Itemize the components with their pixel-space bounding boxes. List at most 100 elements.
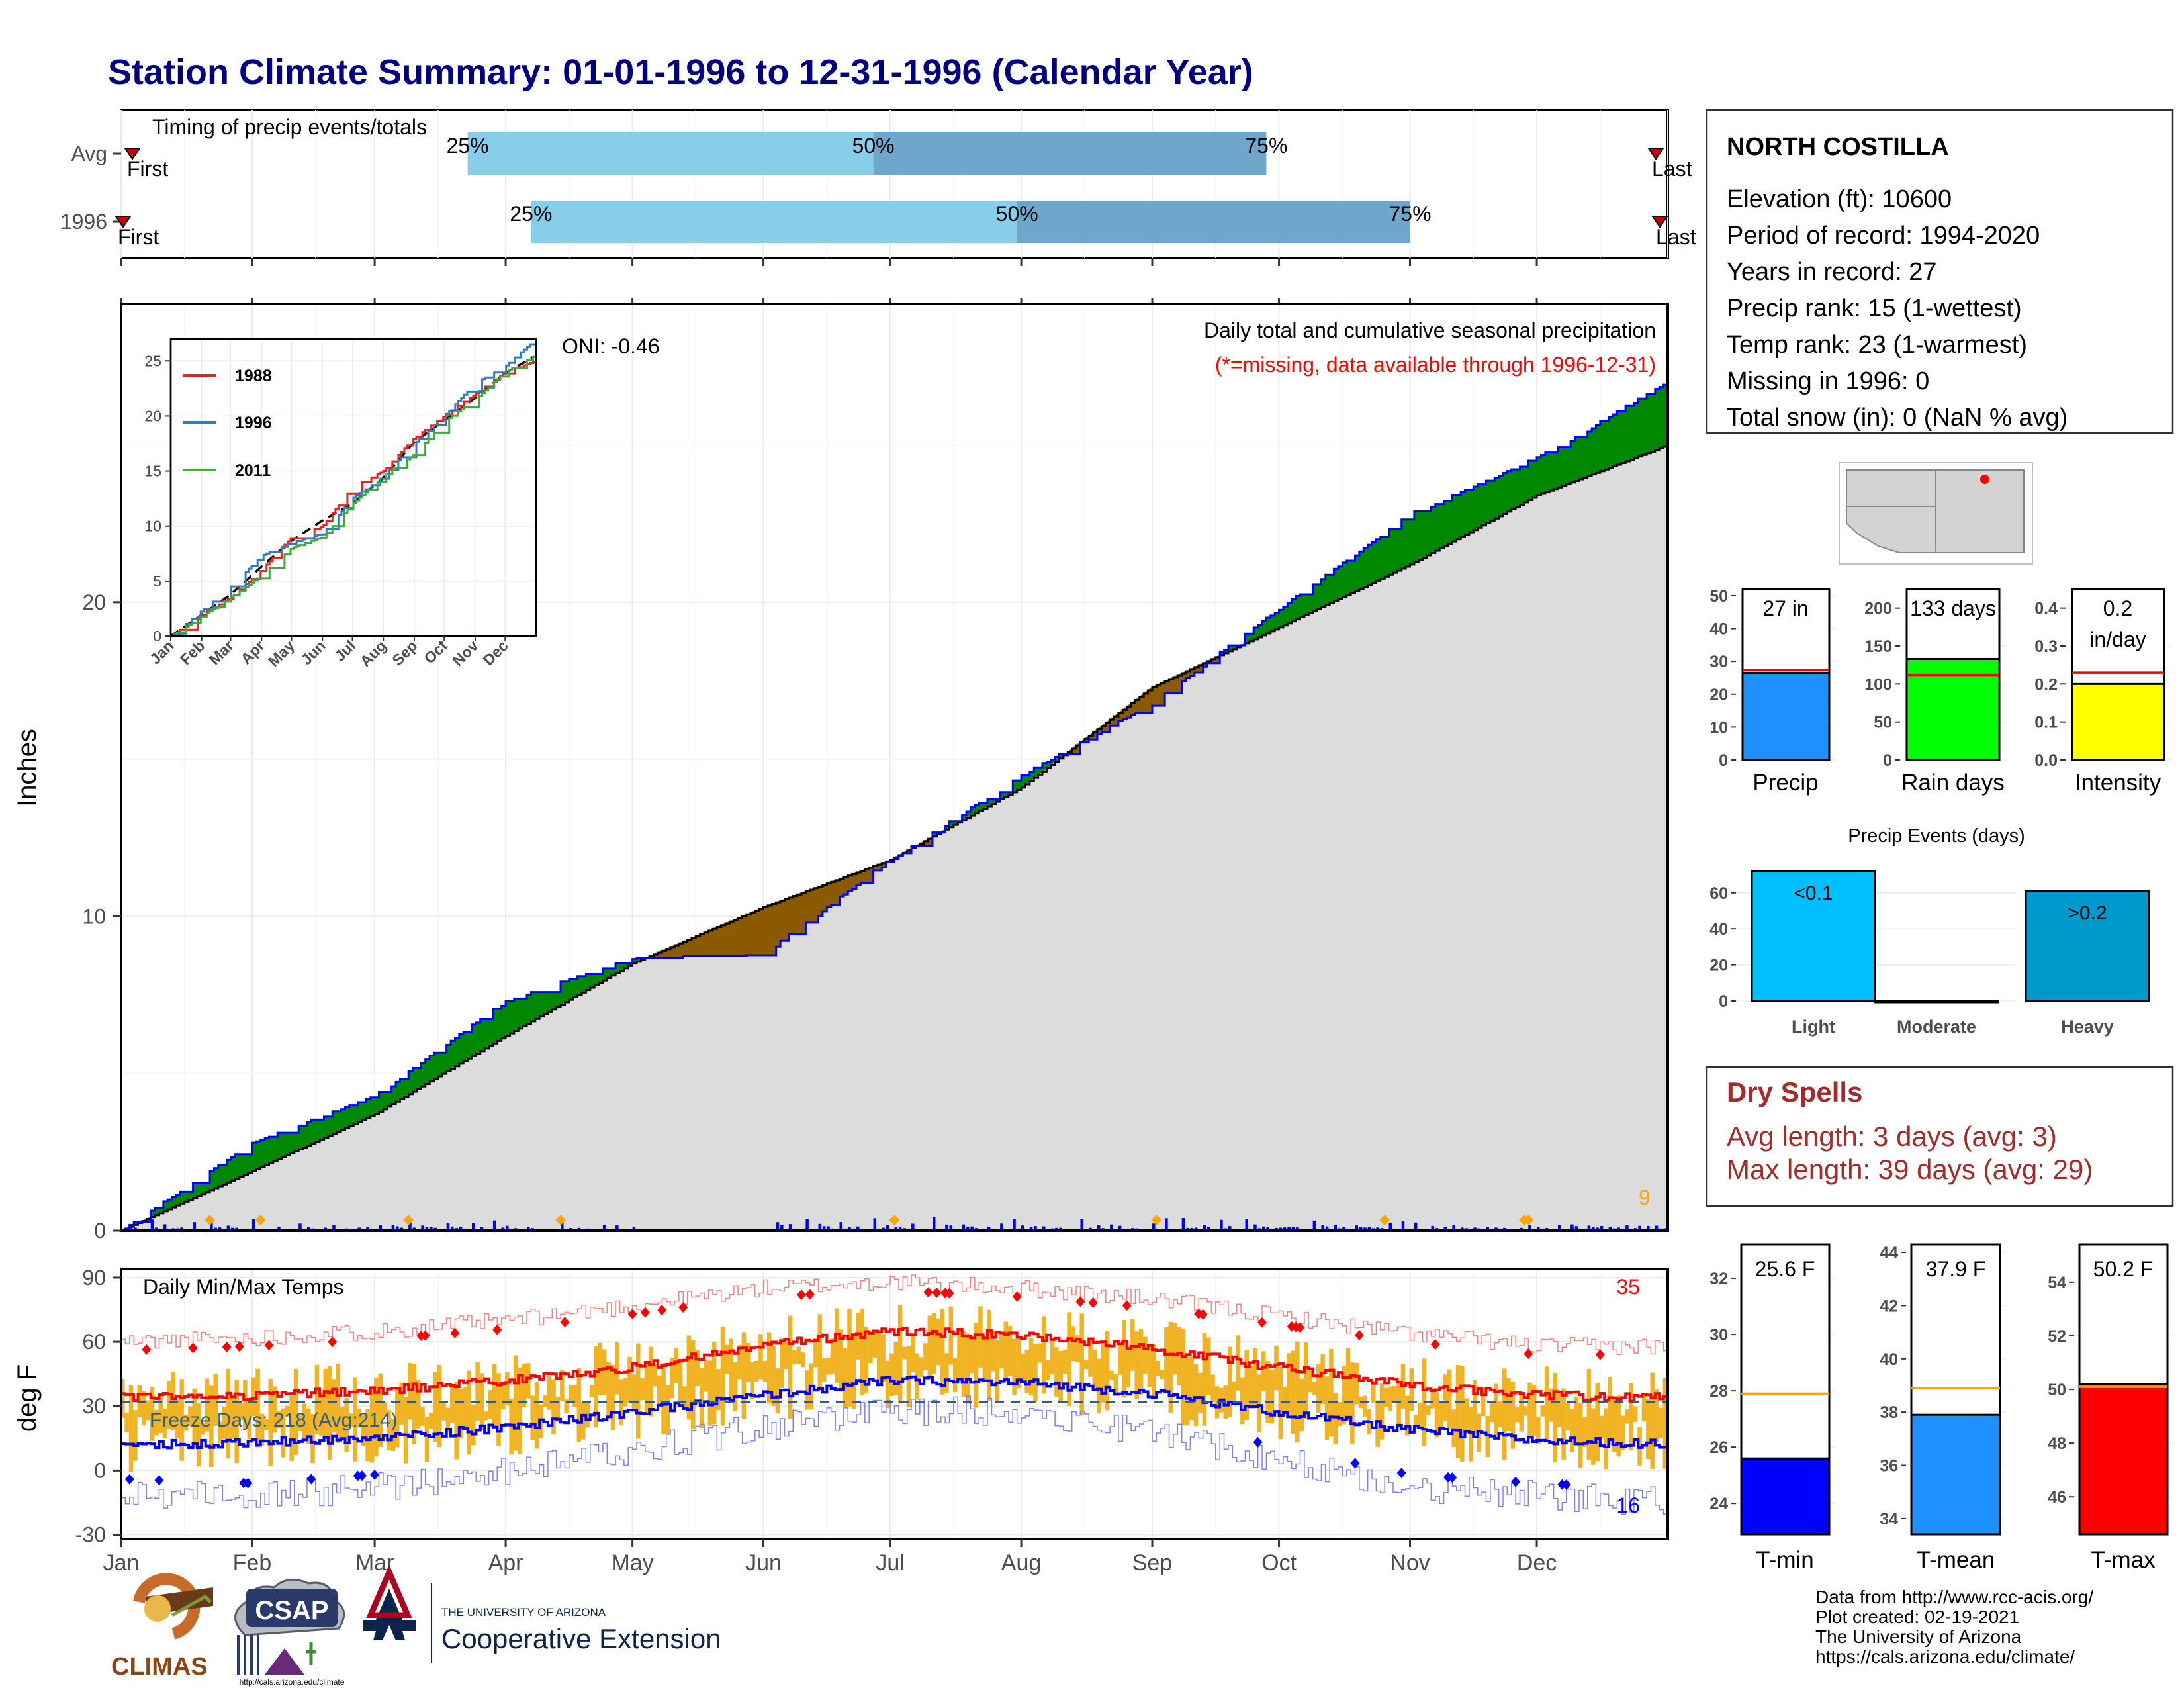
daily-precip-bar xyxy=(632,1226,636,1231)
surplus-area-segment xyxy=(340,1109,345,1131)
daily-temp-bar xyxy=(754,1360,759,1383)
last-event-marker xyxy=(1647,148,1664,160)
surplus-area-segment xyxy=(1316,584,1322,610)
record-low-marker xyxy=(1396,1468,1406,1479)
daily-temp-bar xyxy=(876,1332,882,1387)
daily-temp-bar xyxy=(792,1350,797,1364)
daily-temp-bar xyxy=(1473,1380,1477,1434)
daily-temp-bar xyxy=(1109,1370,1114,1380)
daily-temp-bar xyxy=(889,1353,894,1397)
daily-precip-bar xyxy=(425,1227,429,1231)
daily-temp-bar xyxy=(572,1385,577,1407)
daily-temp-bar xyxy=(525,1363,531,1399)
daily-precip-bar xyxy=(970,1226,974,1231)
value-bar xyxy=(1741,672,1831,761)
daily-temp-bar xyxy=(1172,1323,1177,1375)
daily-temp-bar xyxy=(851,1335,856,1409)
mini-ytick-label: 0.0 xyxy=(2034,751,2058,770)
record-low-marker xyxy=(1561,1479,1571,1491)
surplus-area-segment xyxy=(315,1119,320,1143)
month-label: Feb xyxy=(233,1550,272,1575)
daily-temp-bar xyxy=(1282,1387,1287,1414)
surplus-area-segment xyxy=(1637,398,1643,457)
event-category-label: Heavy xyxy=(2061,1017,2114,1037)
daily-temp-bar xyxy=(606,1362,611,1416)
daily-precip-bar xyxy=(882,1227,885,1231)
daily-temp-bar xyxy=(238,1403,244,1421)
daily-temp-bar xyxy=(631,1374,637,1410)
daily-temp-bar xyxy=(1143,1336,1148,1374)
surplus-area-segment xyxy=(273,1136,278,1162)
daily-temp-bar xyxy=(657,1376,662,1405)
daily-precip-bar xyxy=(1245,1219,1248,1231)
surplus-area-segment xyxy=(518,998,523,1029)
daily-temp-bar xyxy=(720,1326,725,1426)
snow-marker xyxy=(555,1215,567,1225)
surplus-area-segment xyxy=(1600,420,1605,472)
station-info-line: Elevation (ft): 10600 xyxy=(1727,185,1952,213)
daily-temp-bar xyxy=(801,1352,805,1368)
surplus-area-segment xyxy=(1502,472,1508,515)
daily-temp-bar xyxy=(1168,1321,1173,1413)
daily-temp-bar xyxy=(1455,1365,1461,1458)
surplus-area-segment xyxy=(336,1111,341,1133)
value-bar xyxy=(1910,1413,2001,1536)
daily-precip-bar xyxy=(226,1225,230,1231)
daily-temp-bar xyxy=(1198,1372,1203,1413)
surplus-area-segment xyxy=(1549,452,1555,491)
daily-precip-bar xyxy=(1557,1225,1561,1231)
daily-temp-bar xyxy=(1434,1392,1439,1438)
station-name: NORTH COSTILLA xyxy=(1727,133,1949,161)
daily-temp-bar xyxy=(961,1331,966,1397)
daily-temp-bar xyxy=(847,1309,852,1407)
surplus-area-segment xyxy=(1447,500,1453,545)
daily-temp-bar xyxy=(1405,1395,1410,1436)
daily-temp-bar xyxy=(1227,1346,1232,1417)
daily-temp-bar xyxy=(1181,1329,1186,1426)
daily-temp-bar xyxy=(674,1348,678,1383)
daily-precip-bar xyxy=(1253,1224,1257,1231)
daily-temp-bar xyxy=(1494,1383,1498,1436)
daily-temp-bar xyxy=(1570,1409,1574,1452)
daily-precip-bar xyxy=(1283,1227,1287,1231)
daily-precip-bar xyxy=(446,1223,450,1231)
daily-temp-bar xyxy=(835,1308,839,1383)
daily-temp-bar xyxy=(576,1368,582,1442)
dry-spells-box: Dry Spells Avg length: 3 days (avg: 3) M… xyxy=(1706,1066,2174,1207)
daily-precip-bar xyxy=(1262,1226,1265,1231)
daily-temp-bar xyxy=(991,1331,995,1372)
daily-temp-bar xyxy=(128,1385,134,1472)
daily-temp-bar xyxy=(314,1364,320,1434)
daily-precip-bar xyxy=(1029,1227,1033,1231)
daily-precip-bar xyxy=(615,1225,619,1231)
timing-50-label: 50% xyxy=(996,202,1038,226)
deficit-area-segment xyxy=(754,908,760,956)
daily-temp-bar xyxy=(1345,1348,1351,1421)
credits: Data from http://www.rcc-acis.org/Plot c… xyxy=(1815,1587,2093,1667)
daily-temp-bar xyxy=(390,1419,396,1451)
daily-precip-bar xyxy=(471,1223,475,1231)
temp-bar-ytick-label: 32 xyxy=(1709,1270,1728,1288)
daily-temp-bar xyxy=(513,1355,518,1451)
daily-temp-bar xyxy=(264,1419,269,1430)
daily-temp-bar xyxy=(1531,1385,1537,1436)
value-unit-label: in/day xyxy=(2089,628,2146,651)
daily-temp-bar xyxy=(1354,1362,1359,1405)
snow-marker xyxy=(1151,1215,1162,1225)
daily-temp-bar xyxy=(1253,1348,1257,1407)
surplus-area-segment xyxy=(1329,574,1335,604)
snow-marker xyxy=(255,1215,266,1225)
temp-bar-ytick-label: 28 xyxy=(1709,1382,1728,1401)
daily-precip-bar xyxy=(214,1227,217,1231)
daily-temp-bar xyxy=(636,1343,641,1439)
surplus-area-segment xyxy=(1426,511,1432,556)
daily-temp-bar xyxy=(653,1364,658,1387)
daily-temp-bar xyxy=(424,1417,430,1462)
daily-temp-bar xyxy=(1578,1402,1583,1468)
daily-temp-bar xyxy=(1177,1327,1181,1385)
daily-temp-bar xyxy=(885,1360,890,1408)
daily-temp-bar xyxy=(1324,1376,1330,1440)
daily-temp-bar xyxy=(699,1367,704,1429)
